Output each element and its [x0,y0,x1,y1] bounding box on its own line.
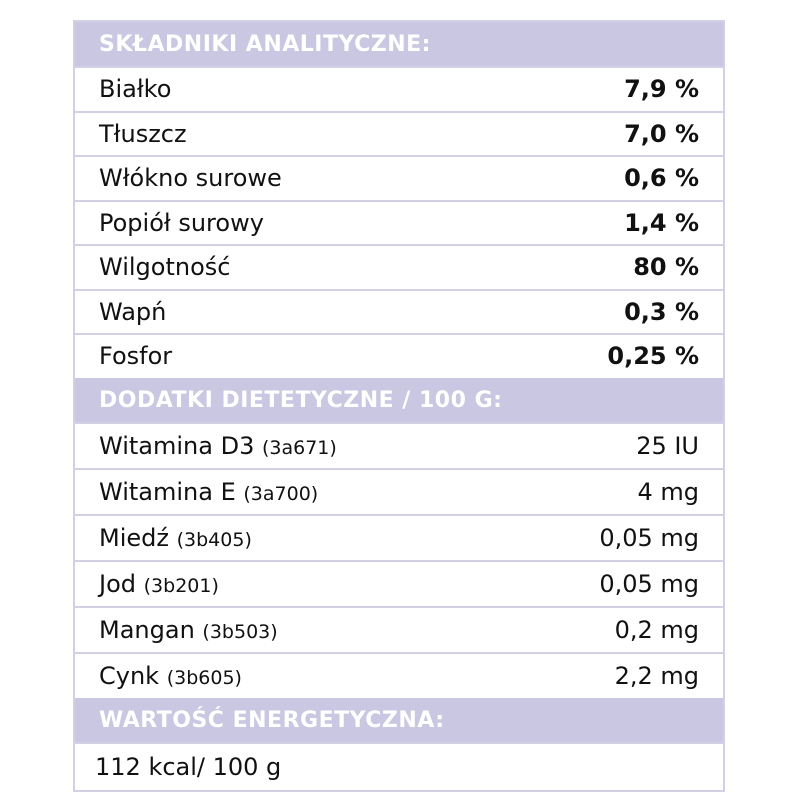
table-row: Miedź (3b405) 0,05 mg [75,513,723,560]
row-value: 7,0 % [624,119,699,148]
row-label-group: Cynk (3b605) [99,662,242,690]
table-row: Witamina D3 (3a671) 25 IU [75,421,723,468]
row-label: Tłuszcz [99,119,187,148]
table-row: Włókno surowe 0,6 % [75,155,723,200]
energy-header: WARTOŚĆ ENERGETYCZNA: [75,697,723,742]
table-row: Białko 7,9 % [75,66,723,111]
energy-section: WARTOŚĆ ENERGETYCZNA: 112 kcal/ 100 g [75,697,723,790]
row-value: 0,2 mg [614,615,699,644]
row-label-group: Jod (3b201) [99,570,219,598]
table-row: Witamina E (3a700) 4 mg [75,467,723,514]
row-value: 2,2 mg [614,661,699,690]
row-label: Wilgotność [99,253,231,282]
row-value: 7,9 % [624,75,699,104]
row-label: Jod [99,569,136,598]
table-row: Fosfor 0,25 % [75,333,723,378]
table-row: Cynk (3b605) 2,2 mg [75,651,723,698]
row-code: (3b605) [166,666,242,689]
analytical-header: SKŁADNIKI ANALITYCZNE: [75,22,723,66]
row-value: 0,05 mg [599,569,699,598]
table-row: Tłuszcz 7,0 % [75,110,723,156]
additives-section: DODATKI DIETETYCZNE / 100 G: Witamina D3… [75,377,723,698]
row-label: Mangan [99,615,195,644]
additives-header: DODATKI DIETETYCZNE / 100 G: [75,377,723,422]
row-value: 0,6 % [624,164,699,193]
analytical-section: SKŁADNIKI ANALITYCZNE: Białko 7,9 % Tłusz… [75,22,723,378]
row-label: Fosfor [99,342,173,371]
energy-value: 112 kcal/ 100 g [75,741,723,790]
row-value: 0,25 % [607,342,699,371]
table-row: Wilgotność 80 % [75,244,723,289]
row-label-group: Miedź (3b405) [99,524,252,552]
table-row: Jod (3b201) 0,05 mg [75,559,723,606]
row-code: (3b201) [143,574,219,597]
row-label: Białko [99,75,172,104]
table-row: Mangan (3b503) 0,2 mg [75,605,723,652]
row-label: Cynk [99,661,160,690]
table-row: Popiół surowy 1,4 % [75,199,723,245]
row-label: Miedź [99,523,169,552]
row-code: (3a671) [261,436,337,459]
row-label: Wapń [99,297,167,326]
row-value: 25 IU [636,431,699,460]
row-code: (3b503) [202,620,278,643]
row-label-group: Witamina E (3a700) [99,478,318,506]
row-value: 1,4 % [624,208,699,237]
row-code: (3b405) [176,528,252,551]
table-row: Wapń 0,3 % [75,288,723,334]
row-label: Popiół surowy [99,208,264,237]
nutrition-table: SKŁADNIKI ANALITYCZNE: Białko 7,9 % Tłusz… [73,20,725,792]
row-label-group: Mangan (3b503) [99,616,278,644]
row-value: 0,3 % [624,297,699,326]
row-code: (3a700) [243,482,319,505]
row-label-group: Witamina D3 (3a671) [99,432,337,460]
row-label: Witamina D3 [99,431,255,460]
row-value: 0,05 mg [599,523,699,552]
row-value: 4 mg [637,477,699,506]
row-label: Włókno surowe [99,164,282,193]
row-label: Witamina E [99,477,236,506]
row-value: 80 % [633,253,699,282]
